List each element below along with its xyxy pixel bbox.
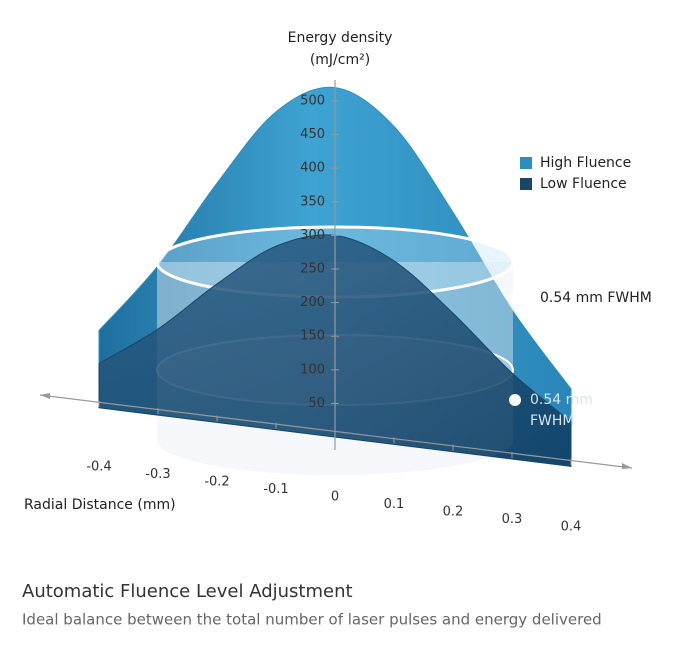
x-tick-label: 0.1 <box>384 497 405 512</box>
y-tick-label: 500 <box>300 94 325 109</box>
annotation: 0.54 mm <box>530 392 593 408</box>
legend-swatch <box>520 157 532 169</box>
x-arrow <box>622 463 632 469</box>
x-tick-label: 0.4 <box>561 520 582 535</box>
y-tick-label: 100 <box>300 362 325 377</box>
x-tick-label: -0.3 <box>145 467 170 482</box>
x-tick-label: 0.3 <box>502 512 523 527</box>
x-tick-label: 0.2 <box>443 505 464 520</box>
y-tick-label: 350 <box>300 194 325 209</box>
legend-swatch <box>520 178 532 190</box>
caption-subtitle: Ideal balance between the total number o… <box>22 611 602 629</box>
x-label: Radial Distance (mm) <box>24 497 176 513</box>
x-tick-label: -0.1 <box>263 482 288 497</box>
x-axis <box>39 394 633 469</box>
x-tick-label: -0.2 <box>204 475 229 490</box>
y-tick-label: 50 <box>308 396 325 411</box>
y-label: Energy density <box>288 30 393 46</box>
y-tick-label: 300 <box>300 228 325 243</box>
x-tick-label: 0 <box>331 490 339 505</box>
caption-title: Automatic Fluence Level Adjustment <box>22 581 353 602</box>
y-tick-label: 400 <box>300 161 325 176</box>
y-tick-label: 250 <box>300 262 325 277</box>
legend-label: Low Fluence <box>540 176 627 192</box>
y-tick-label: 450 <box>300 127 325 142</box>
annotation: FWHM <box>530 413 575 429</box>
x-arrow <box>40 393 50 399</box>
annotation-dot <box>509 292 521 304</box>
y-tick-label: 200 <box>300 295 325 310</box>
legend-label: High Fluence <box>540 155 631 171</box>
annotation-dot <box>509 394 521 406</box>
y-label: (mJ/cm²) <box>310 52 370 68</box>
y-tick-label: 150 <box>300 329 325 344</box>
x-tick-label: -0.4 <box>86 460 111 475</box>
annotation: 0.54 mm FWHM <box>540 290 652 306</box>
